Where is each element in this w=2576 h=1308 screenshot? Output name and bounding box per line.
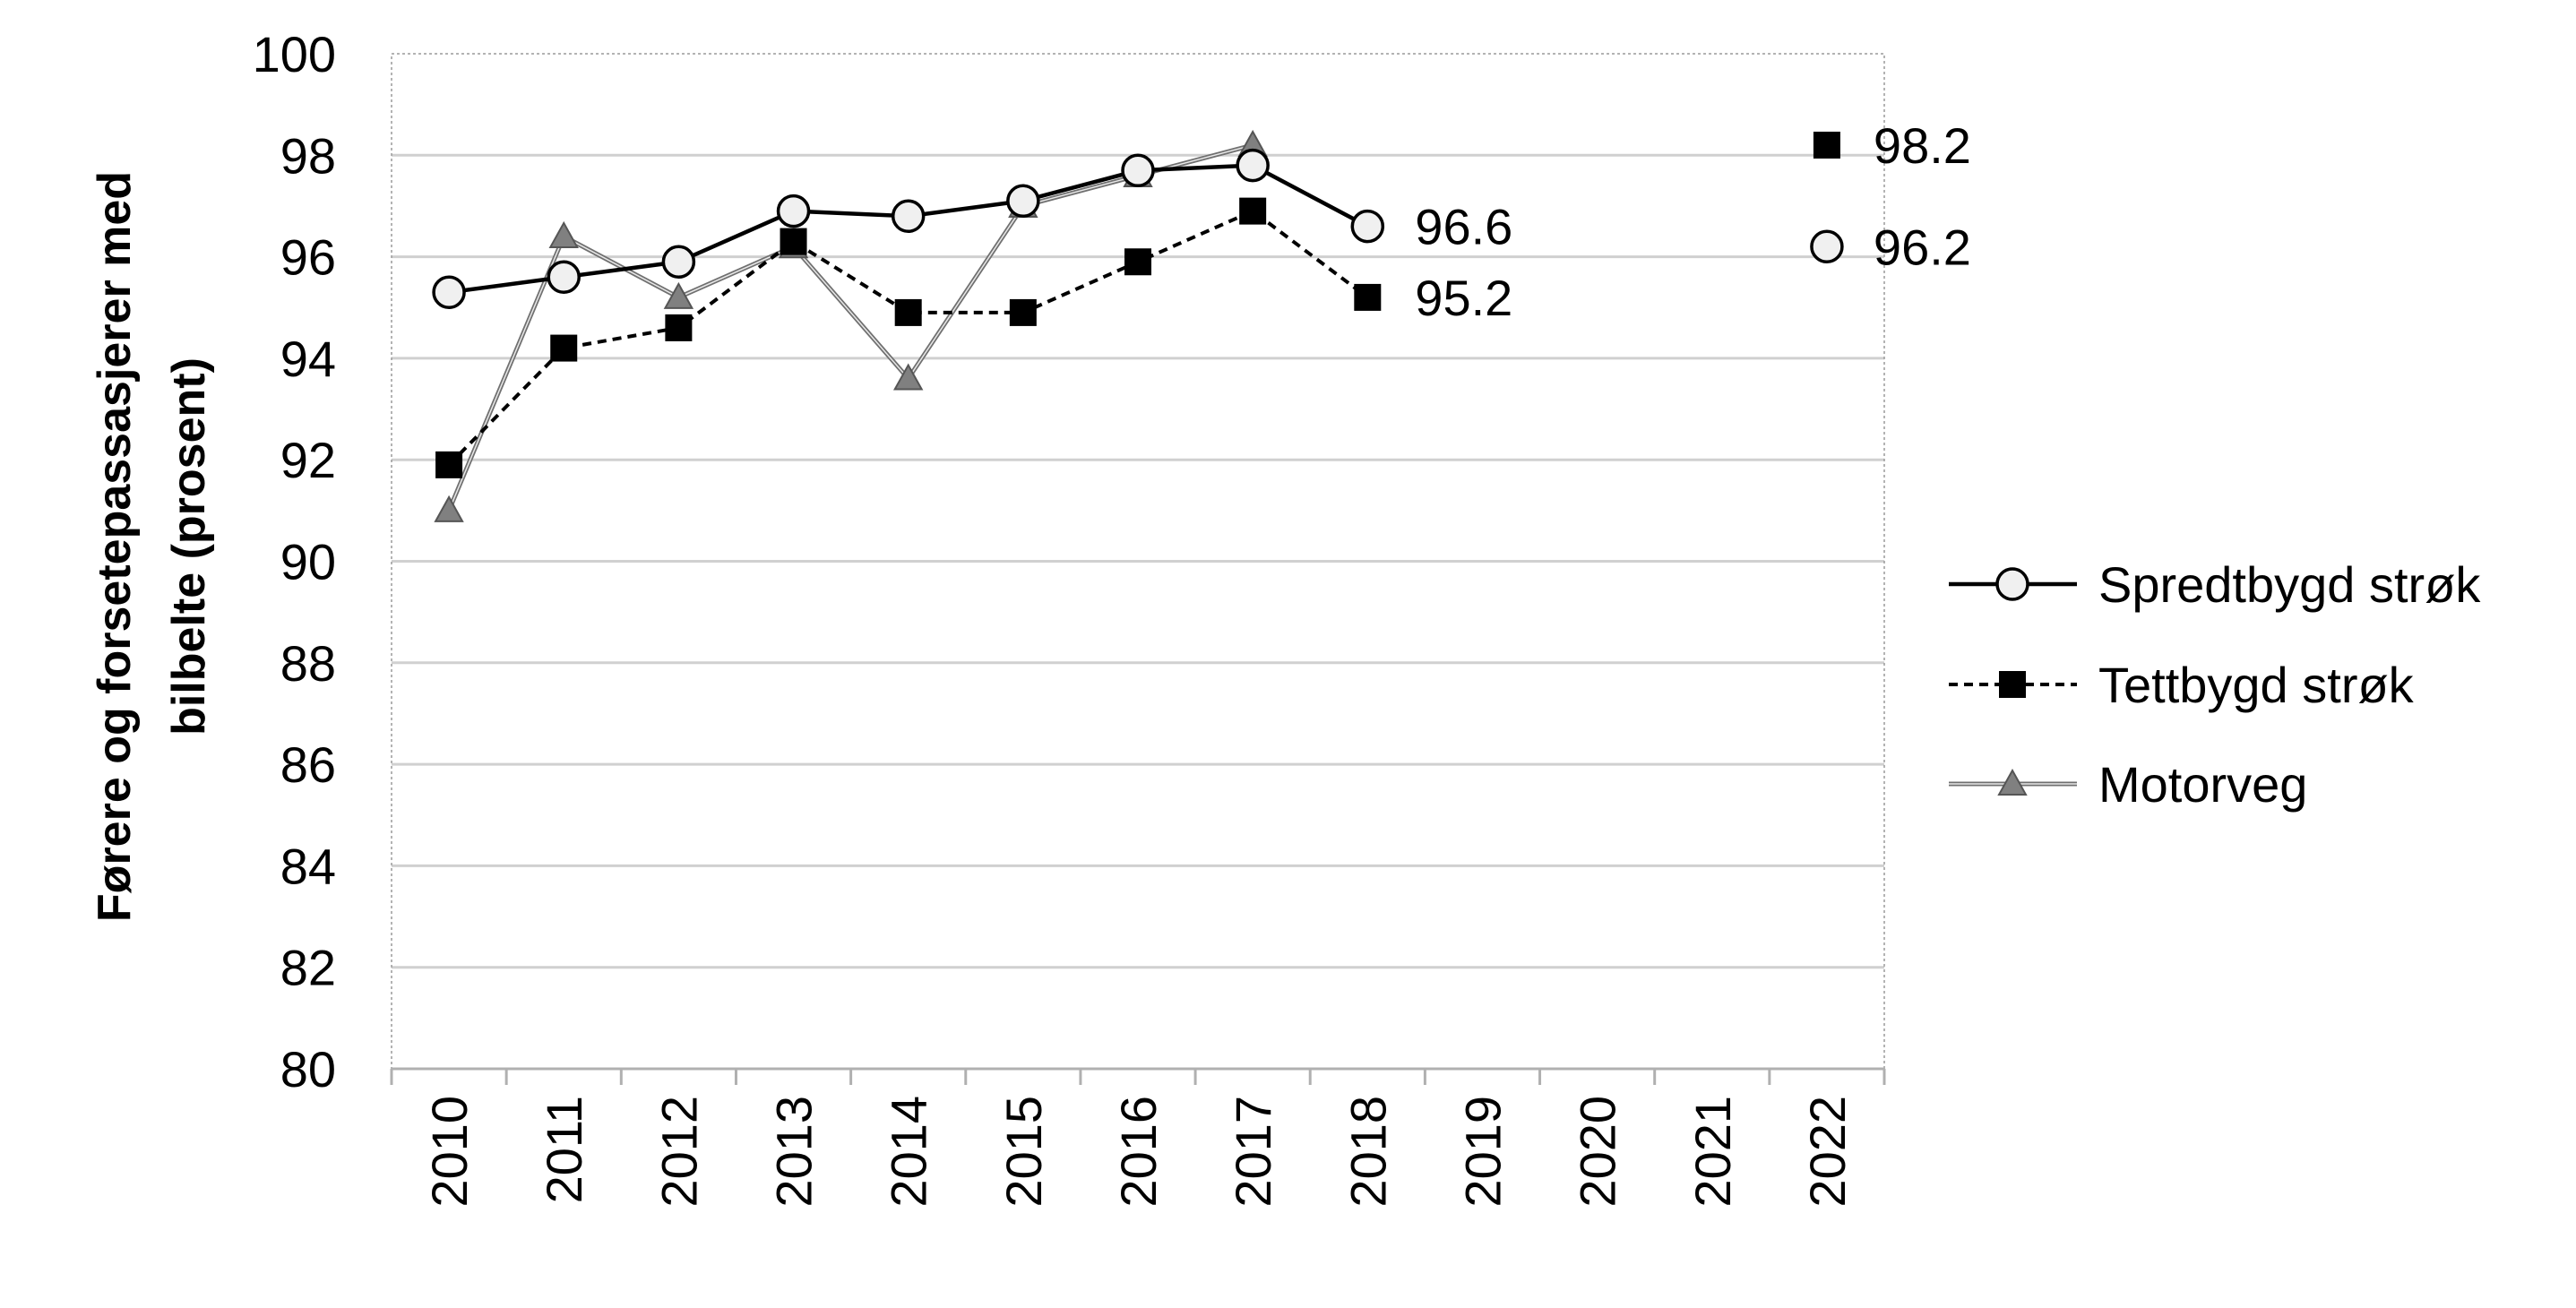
data-point-2014 [894,298,922,326]
data-point-2018 [1354,283,1382,311]
target-label-98.2: 98.2 [1874,117,1971,174]
data-point-2014 [892,363,924,391]
legend-marker [1999,671,2026,698]
y-tick-label-84: 84 [280,838,336,894]
targets-and-annotations: 98.2 96.2 96.6 95.2 [1415,117,1971,326]
data-point-2018 [1350,209,1385,244]
series-Tettbygd strøk [435,197,1382,478]
y-tick-label-94: 94 [280,331,336,387]
y-axis-title-line-2: bilbelte (prosent) [163,357,215,736]
y-axis-title-line-1: Førere og forsetepassasjerer med [89,171,141,922]
data-label-95.2: 95.2 [1415,270,1512,326]
series-group [432,129,1385,522]
x-tick-label-2012: 2012 [650,1096,707,1208]
data-point-2012 [661,245,696,280]
data-point-2017 [1236,148,1270,183]
y-tick-label-98: 98 [280,127,336,184]
data-point-2016 [1124,248,1151,276]
y-tick-labels: 80 82 84 86 88 90 92 94 96 98 100 [253,26,336,1097]
data-point-2015 [1006,184,1040,219]
data-point-2015 [1009,298,1037,326]
series-line-inner [448,144,1254,512]
x-tick-label-2021: 2021 [1684,1096,1741,1208]
x-tick-labels: 2010 2011 2012 2013 2014 2015 2016 2017 2018 2019… [421,1096,1856,1208]
x-tick-label-2019: 2019 [1454,1096,1511,1208]
series-line-outer [446,142,1254,512]
y-tick-label-92: 92 [280,432,336,488]
data-label-96.6: 96.6 [1415,199,1512,255]
legend-label: Spredtbygd strøk [2098,556,2481,613]
y-tick-label-82: 82 [280,940,336,996]
x-tick-label-2014: 2014 [881,1096,937,1208]
x-tick-label-2010: 2010 [421,1096,478,1208]
axes [390,53,1886,1085]
legend-label: Motorveg [2098,756,2307,813]
target-marker-96.2 [1810,229,1844,264]
data-point-2013 [776,194,811,228]
gridlines [392,153,1884,969]
data-point-2012 [665,314,693,341]
data-point-2011 [548,220,579,248]
legend-marker [1995,567,2029,601]
legend-label: Tettbygd strøk [2098,657,2415,713]
y-tick-label-88: 88 [280,635,336,692]
data-point-2010 [434,495,464,522]
y-tick-label-90: 90 [280,534,336,590]
x-tick-label-2016: 2016 [1110,1096,1167,1208]
y-axis-title: Førere og forsetepassasjerer med bilbelt… [89,171,215,922]
x-tick-label-2022: 2022 [1799,1096,1856,1208]
target-label-96.2: 96.2 [1874,219,1971,275]
y-tick-label-96: 96 [280,229,336,286]
data-point-2017 [1239,197,1267,225]
data-point-2010 [435,451,463,478]
y-tick-label-100: 100 [253,26,336,82]
x-tick-label-2015: 2015 [995,1096,1052,1208]
y-tick-label-86: 86 [280,736,336,793]
y-tick-label-80: 80 [280,1041,336,1097]
target-marker-98.2 [1813,131,1840,159]
legend-marker [1997,768,2028,796]
series-Spredtbygd strøk [432,148,1385,310]
data-point-2012 [663,281,694,309]
legend-item-Spredtbygd strøk: Spredtbygd strøk [1949,556,2481,613]
data-point-2010 [432,275,466,310]
x-tick-label-2020: 2020 [1570,1096,1626,1208]
legend: Spredtbygd strøk Tettbygd strøk Motorveg [1949,556,2481,813]
x-tick-label-2011: 2011 [536,1096,592,1203]
series-Motorveg [434,129,1268,522]
data-point-2014 [891,199,926,234]
data-point-2011 [550,334,578,362]
data-point-2013 [780,228,807,255]
x-tick-label-2018: 2018 [1340,1096,1396,1208]
x-tick-label-2017: 2017 [1225,1096,1281,1208]
series-line [447,209,1369,467]
data-point-2016 [1121,153,1155,188]
x-tick-label-2013: 2013 [766,1096,823,1208]
data-point-2011 [547,260,581,295]
legend-item-Tettbygd strøk: Tettbygd strøk [1949,657,2415,713]
legend-item-Motorveg: Motorveg [1949,756,2307,813]
